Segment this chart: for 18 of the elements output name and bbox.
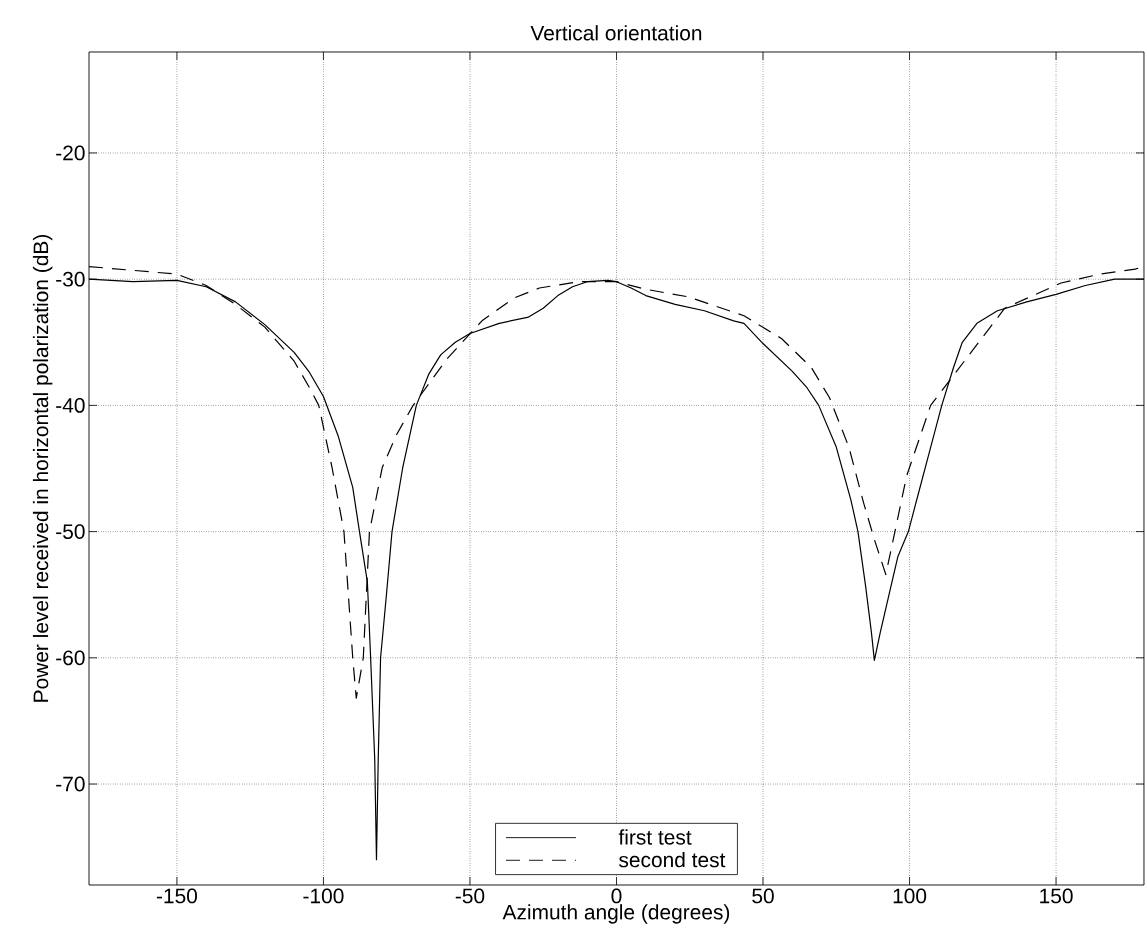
y-axis-title: Power level received in horizontal polarization (dB) <box>32 234 53 702</box>
x-tick-label: -50 <box>455 888 485 904</box>
legend-label: second test <box>619 851 726 868</box>
x-tick-label: -100 <box>303 888 344 904</box>
y-tick-label: -50 <box>56 524 85 540</box>
x-tick-label: -150 <box>156 888 198 904</box>
y-tick-label: -70 <box>56 776 85 792</box>
x-tick-label: 150 <box>1040 888 1073 904</box>
y-tick-label: -20 <box>56 145 85 161</box>
x-tick-label: 0 <box>611 888 622 904</box>
x-axis-title: Azimuth angle (degrees) <box>502 904 730 924</box>
x-tick-label: 50 <box>752 888 774 904</box>
y-tick-label: -40 <box>56 397 85 413</box>
x-tick-label: 100 <box>893 888 927 904</box>
legend-label: first test <box>618 829 692 845</box>
chart-title: Vertical orientation <box>530 25 702 41</box>
y-tick-label: -60 <box>56 650 85 666</box>
y-tick-label: -30 <box>56 271 85 287</box>
